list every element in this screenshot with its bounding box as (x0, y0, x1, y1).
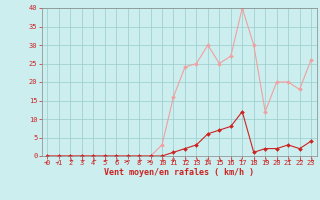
X-axis label: Vent moyen/en rafales ( km/h ): Vent moyen/en rafales ( km/h ) (104, 168, 254, 177)
